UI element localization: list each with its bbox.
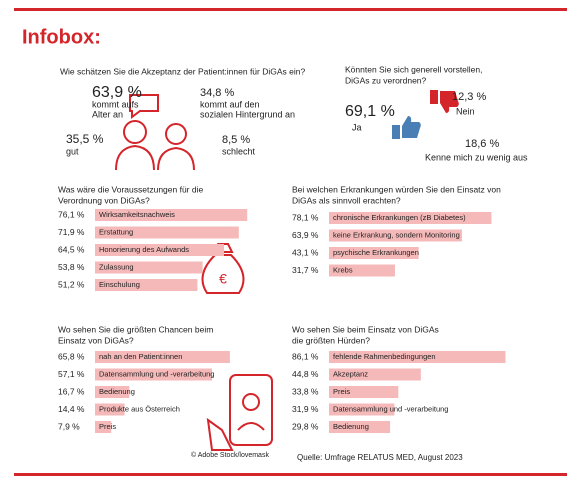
question: Könnten Sie sich generell vorstellen, bbox=[345, 64, 483, 74]
value-label: 64,5 % bbox=[58, 244, 85, 254]
bar bbox=[95, 261, 203, 274]
item-label: Nein bbox=[456, 106, 475, 116]
chart-title: Bei welchen Erkrankungen würden Sie den … bbox=[292, 184, 501, 194]
item-label: Ja bbox=[352, 122, 362, 132]
value-label: 53,8 % bbox=[58, 262, 85, 272]
value-label: 8,5 % bbox=[222, 134, 250, 146]
value-label: 71,9 % bbox=[58, 227, 85, 237]
bar bbox=[95, 351, 230, 363]
category-label: keine Erkrankung, sondern Monitoring bbox=[333, 230, 460, 239]
bar bbox=[329, 264, 395, 277]
value-label: 33,8 % bbox=[292, 386, 319, 396]
category-label: Preis bbox=[333, 387, 350, 396]
bottom-rule bbox=[14, 473, 567, 476]
top-rule bbox=[14, 8, 567, 11]
category-label: Einschulung bbox=[99, 280, 140, 289]
value-label: 16,7 % bbox=[58, 386, 85, 396]
category-label: Wirksamkeitsnachweis bbox=[99, 210, 175, 219]
chart-title: Wo sehen Sie die größten Chancen beim bbox=[58, 324, 213, 334]
item-label: gut bbox=[66, 146, 79, 156]
category-label: Preis bbox=[99, 422, 116, 431]
question: DiGAs zu verordnen? bbox=[345, 75, 427, 85]
item-label: kommt aufs bbox=[92, 99, 139, 109]
bar bbox=[329, 368, 421, 381]
value-label: 18,6 % bbox=[465, 138, 499, 150]
category-label: Krebs bbox=[333, 265, 353, 274]
value-label: 14,4 % bbox=[58, 404, 85, 414]
value-label: 44,8 % bbox=[292, 369, 319, 379]
bar bbox=[95, 244, 224, 256]
chart-title: DiGAs als sinnvoll erachten? bbox=[292, 195, 401, 205]
people-icon bbox=[115, 94, 195, 171]
thumb-icons bbox=[392, 90, 459, 139]
title: Infobox: bbox=[22, 26, 101, 48]
bar bbox=[329, 247, 419, 259]
bar bbox=[329, 403, 395, 416]
category-label: Bedienung bbox=[99, 387, 135, 396]
value-label: 63,9 % bbox=[92, 84, 142, 101]
value-label: 63,9 % bbox=[292, 230, 319, 240]
question: Wie schätzen Sie die Akzeptanz der Patie… bbox=[60, 66, 305, 76]
value-label: 69,1 % bbox=[345, 103, 395, 120]
value-label: 31,9 % bbox=[292, 404, 319, 414]
bar bbox=[95, 368, 213, 381]
category-label: Zulassung bbox=[99, 262, 134, 271]
value-label: 78,1 % bbox=[292, 212, 319, 222]
bar bbox=[95, 403, 125, 416]
item-label: Kenne mich zu wenig aus bbox=[425, 152, 528, 162]
phone-icon bbox=[206, 374, 273, 451]
category-label: Datensammlung und -verarbeitung bbox=[333, 404, 448, 413]
item-label: sozialen Hintergrund an bbox=[200, 109, 295, 119]
bar bbox=[329, 386, 399, 398]
category-label: nah an den Patient:innen bbox=[99, 352, 182, 361]
bar bbox=[95, 386, 130, 398]
value-label: 65,8 % bbox=[58, 351, 85, 361]
value-label: 12,3 % bbox=[452, 91, 486, 103]
bar bbox=[329, 351, 506, 363]
value-label: 35,5 % bbox=[66, 132, 104, 146]
item-label: Alter an bbox=[92, 109, 123, 119]
value-label: 34,8 % bbox=[200, 87, 234, 99]
value-label: 51,2 % bbox=[58, 279, 85, 289]
chart-title: Verordnung von DiGAs? bbox=[58, 195, 150, 205]
item-label: kommt auf den bbox=[200, 99, 260, 109]
chart-title: Einsatz von DiGAs? bbox=[58, 335, 134, 345]
category-label: psychische Erkrankungen bbox=[333, 248, 419, 257]
category-label: chronische Erkrankungen (zB Diabetes) bbox=[333, 213, 466, 222]
svg-text:€: € bbox=[219, 271, 227, 287]
item-label: schlecht bbox=[222, 146, 256, 156]
bar bbox=[329, 229, 462, 242]
value-label: 57,1 % bbox=[58, 369, 85, 379]
bar bbox=[329, 421, 391, 433]
category-label: Bedienung bbox=[333, 422, 369, 431]
value-label: 7,9 % bbox=[58, 421, 80, 431]
bar bbox=[329, 212, 492, 224]
credit: © Adobe Stock/lovemask bbox=[191, 451, 269, 459]
bar bbox=[95, 226, 239, 239]
value-label: 86,1 % bbox=[292, 351, 319, 361]
chart-title: Wo sehen Sie beim Einsatz von DiGAs bbox=[292, 324, 439, 334]
value-label: 43,1 % bbox=[292, 247, 319, 257]
value-label: 76,1 % bbox=[58, 209, 85, 219]
bar bbox=[95, 279, 198, 291]
value-label: 29,8 % bbox=[292, 421, 319, 431]
bar bbox=[95, 421, 112, 433]
category-label: Produkte aus Österreich bbox=[99, 404, 180, 413]
chart-title: die größten Hürden? bbox=[292, 335, 370, 345]
category-label: Datensammlung und -verarbeitung bbox=[99, 369, 214, 378]
category-label: Akzeptanz bbox=[333, 369, 368, 378]
category-label: Erstattung bbox=[99, 227, 133, 236]
category-label: fehlende Rahmenbedingungen bbox=[333, 352, 436, 361]
chart-title: Was wäre die Voraussetzungen für die bbox=[58, 184, 203, 194]
bar bbox=[95, 209, 248, 221]
value-label: 31,7 % bbox=[292, 265, 319, 275]
category-label: Honorierung des Aufwands bbox=[99, 245, 189, 254]
source: Quelle: Umfrage RELATUS MED, August 2023 bbox=[297, 453, 463, 462]
